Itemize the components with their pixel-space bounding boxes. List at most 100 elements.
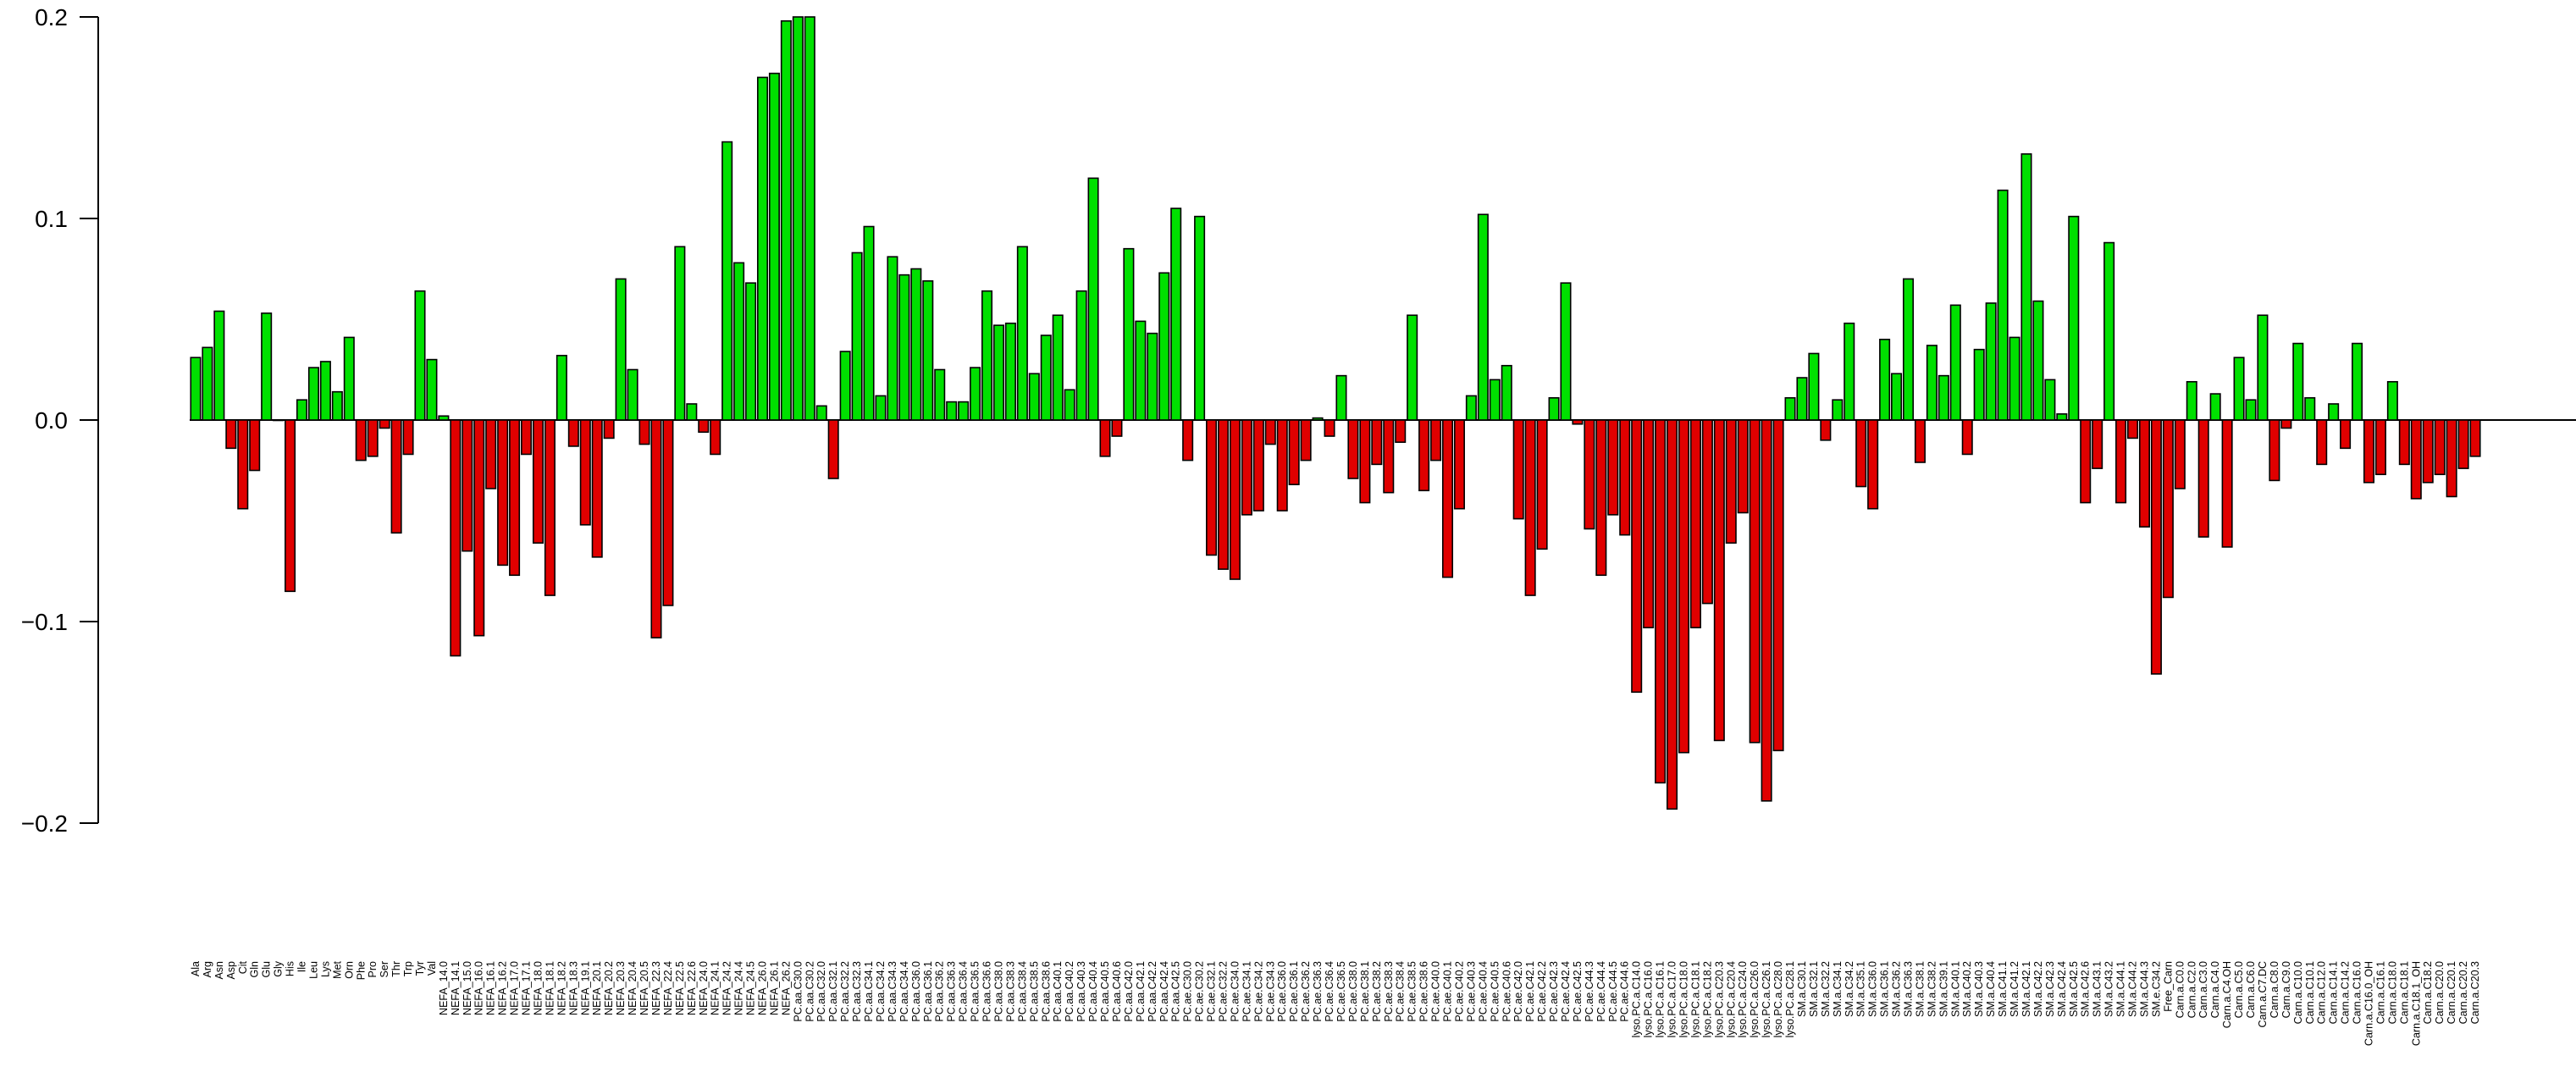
x-tick-label: PC.aa.C32.2 bbox=[839, 961, 851, 1022]
x-tick-label: NEFA_22.5 bbox=[674, 961, 686, 1015]
x-tick-label: PC.ae.C34.3 bbox=[1264, 961, 1276, 1022]
bar bbox=[237, 419, 249, 510]
x-tick-label: PC.aa.C40.6 bbox=[1111, 961, 1123, 1022]
bar bbox=[1832, 399, 1844, 421]
bar bbox=[1725, 419, 1737, 544]
x-tick-label: SM.a.C44.3 bbox=[2138, 961, 2150, 1017]
x-tick-label: PC.ae.C42.4 bbox=[1560, 961, 1572, 1022]
bar bbox=[1808, 352, 1820, 421]
bar bbox=[261, 312, 273, 421]
x-tick-label: SM.a.C41.2 bbox=[2009, 961, 2020, 1017]
x-tick-label: PC.aa.C38.3 bbox=[1004, 961, 1016, 1022]
bar bbox=[1879, 338, 1891, 421]
x-tick-label: PC.ae.C34.1 bbox=[1241, 961, 1252, 1022]
x-tick-label: SM.a.C36.1 bbox=[1879, 961, 1891, 1017]
x-tick-label: PC.ae.C42.3 bbox=[1548, 961, 1560, 1022]
x-tick-label: lyso.PC.a.C26.1 bbox=[1761, 961, 1772, 1037]
x-tick-label: Carn.a.C12.0 bbox=[2316, 961, 2328, 1024]
x-tick-label: SM.a.C42.1 bbox=[2020, 961, 2032, 1017]
x-tick-label: PC.ae.C42.5 bbox=[1572, 961, 1584, 1022]
x-tick-label: Ala bbox=[190, 961, 202, 976]
bar bbox=[307, 367, 319, 421]
x-tick-label: SM.a.C36.0 bbox=[1867, 961, 1879, 1017]
bar bbox=[1359, 419, 1371, 504]
bar bbox=[1595, 419, 1607, 577]
bar bbox=[1040, 334, 1052, 421]
x-tick-label: Cit bbox=[237, 960, 249, 974]
x-tick-label: NEFA_18.3 bbox=[567, 961, 579, 1015]
x-tick-label: Orn bbox=[343, 961, 355, 979]
bar bbox=[2209, 393, 2221, 421]
bar bbox=[839, 351, 851, 421]
x-tick-label: NEFA_20.1 bbox=[591, 961, 603, 1015]
bar bbox=[1938, 374, 1949, 421]
bar bbox=[2020, 153, 2032, 421]
bar bbox=[2316, 419, 2328, 466]
bar bbox=[1784, 397, 1796, 421]
x-tick-label: PC.ae.C40.2 bbox=[1453, 961, 1465, 1022]
x-tick-label: PC.ae.C40.3 bbox=[1465, 961, 1477, 1022]
bar bbox=[710, 419, 721, 456]
bar bbox=[1028, 373, 1040, 421]
bar bbox=[2103, 241, 2115, 421]
x-tick-label: PC.aa.C30.0 bbox=[792, 961, 804, 1022]
bar bbox=[970, 367, 981, 421]
x-tick-label: Pro bbox=[367, 961, 379, 978]
x-tick-label: NEFA_16.0 bbox=[473, 961, 485, 1015]
x-tick-label: PC.aa.C36.0 bbox=[910, 961, 922, 1022]
bar bbox=[2257, 314, 2269, 421]
x-tick-label: PC.ae.C34.2 bbox=[1252, 961, 1264, 1022]
x-tick-label: SM.e.C34.2 bbox=[2150, 961, 2162, 1017]
bar bbox=[792, 16, 804, 421]
bar bbox=[1453, 419, 1465, 510]
x-tick-label: Ile bbox=[296, 961, 308, 972]
x-tick-label: lyso.PC.a.C18.0 bbox=[1678, 961, 1689, 1037]
x-tick-label: PC.ae.C44.3 bbox=[1584, 961, 1595, 1022]
bar bbox=[532, 419, 544, 544]
bar bbox=[981, 290, 993, 421]
y-tick-label: −0.2 bbox=[21, 810, 68, 837]
x-tick-label: Arg bbox=[202, 961, 213, 978]
x-tick-label: SM.a.C35.1 bbox=[1855, 961, 1867, 1017]
bar bbox=[2328, 403, 2340, 421]
x-tick-label: lyso.PC.a.C16.0 bbox=[1643, 961, 1655, 1037]
bar bbox=[2340, 419, 2352, 450]
x-tick-label: lyso.PC.a.C14.0 bbox=[1631, 961, 1643, 1037]
bar bbox=[1973, 348, 1985, 421]
x-tick-label: PC.aa.C32.1 bbox=[827, 961, 839, 1022]
bar bbox=[946, 401, 958, 421]
x-tick-label: Met bbox=[331, 960, 343, 978]
bar bbox=[190, 357, 202, 421]
bar bbox=[1371, 419, 1383, 466]
x-tick-label: PC.aa.C40.4 bbox=[1087, 961, 1099, 1022]
x-tick-label: PC.ae.C38.4 bbox=[1395, 961, 1407, 1022]
x-tick-label: lyso.PC.a.C18.2 bbox=[1701, 961, 1713, 1037]
bar bbox=[1867, 419, 1879, 510]
category-labels: Ala Arg Asn Asp Cit Gln Glu Gly His Ile Leu Lys Met O… bbox=[190, 960, 2481, 1046]
bar bbox=[579, 419, 591, 526]
x-tick-label: SM.a.C42.3 bbox=[2044, 961, 2056, 1017]
bar bbox=[1477, 213, 1489, 421]
bar bbox=[1501, 364, 1512, 421]
bar bbox=[2269, 419, 2280, 482]
x-tick-label: NEFA_24.2 bbox=[721, 961, 733, 1015]
bar bbox=[1796, 377, 1808, 421]
x-tick-label: PC.ae.C32.2 bbox=[1217, 961, 1229, 1022]
bar bbox=[1607, 419, 1619, 516]
bar bbox=[1902, 278, 1915, 421]
x-tick-label: PC.ae.C40.5 bbox=[1489, 961, 1501, 1022]
x-tick-label: SM.a.C34.2 bbox=[1844, 961, 1855, 1017]
x-tick-label: NEFA_17.0 bbox=[509, 961, 521, 1015]
x-tick-label: PC.ae.C30.2 bbox=[1194, 961, 1206, 1022]
x-tick-label: NEFA_24.0 bbox=[698, 961, 710, 1015]
x-tick-label: Carn.a.C20.2 bbox=[2457, 961, 2469, 1024]
bar bbox=[1441, 419, 1454, 578]
x-tick-label: PC.ae.C36.5 bbox=[1335, 961, 1347, 1022]
bar bbox=[319, 361, 331, 421]
bar bbox=[1489, 379, 1501, 421]
x-tick-label: PC.ae.C38.3 bbox=[1383, 961, 1395, 1022]
x-tick-label: PC.aa.C32.3 bbox=[851, 961, 863, 1022]
bar bbox=[567, 419, 579, 447]
bar bbox=[2245, 399, 2257, 421]
x-tick-label: Carn.a.C16.0_OH bbox=[2363, 961, 2374, 1046]
